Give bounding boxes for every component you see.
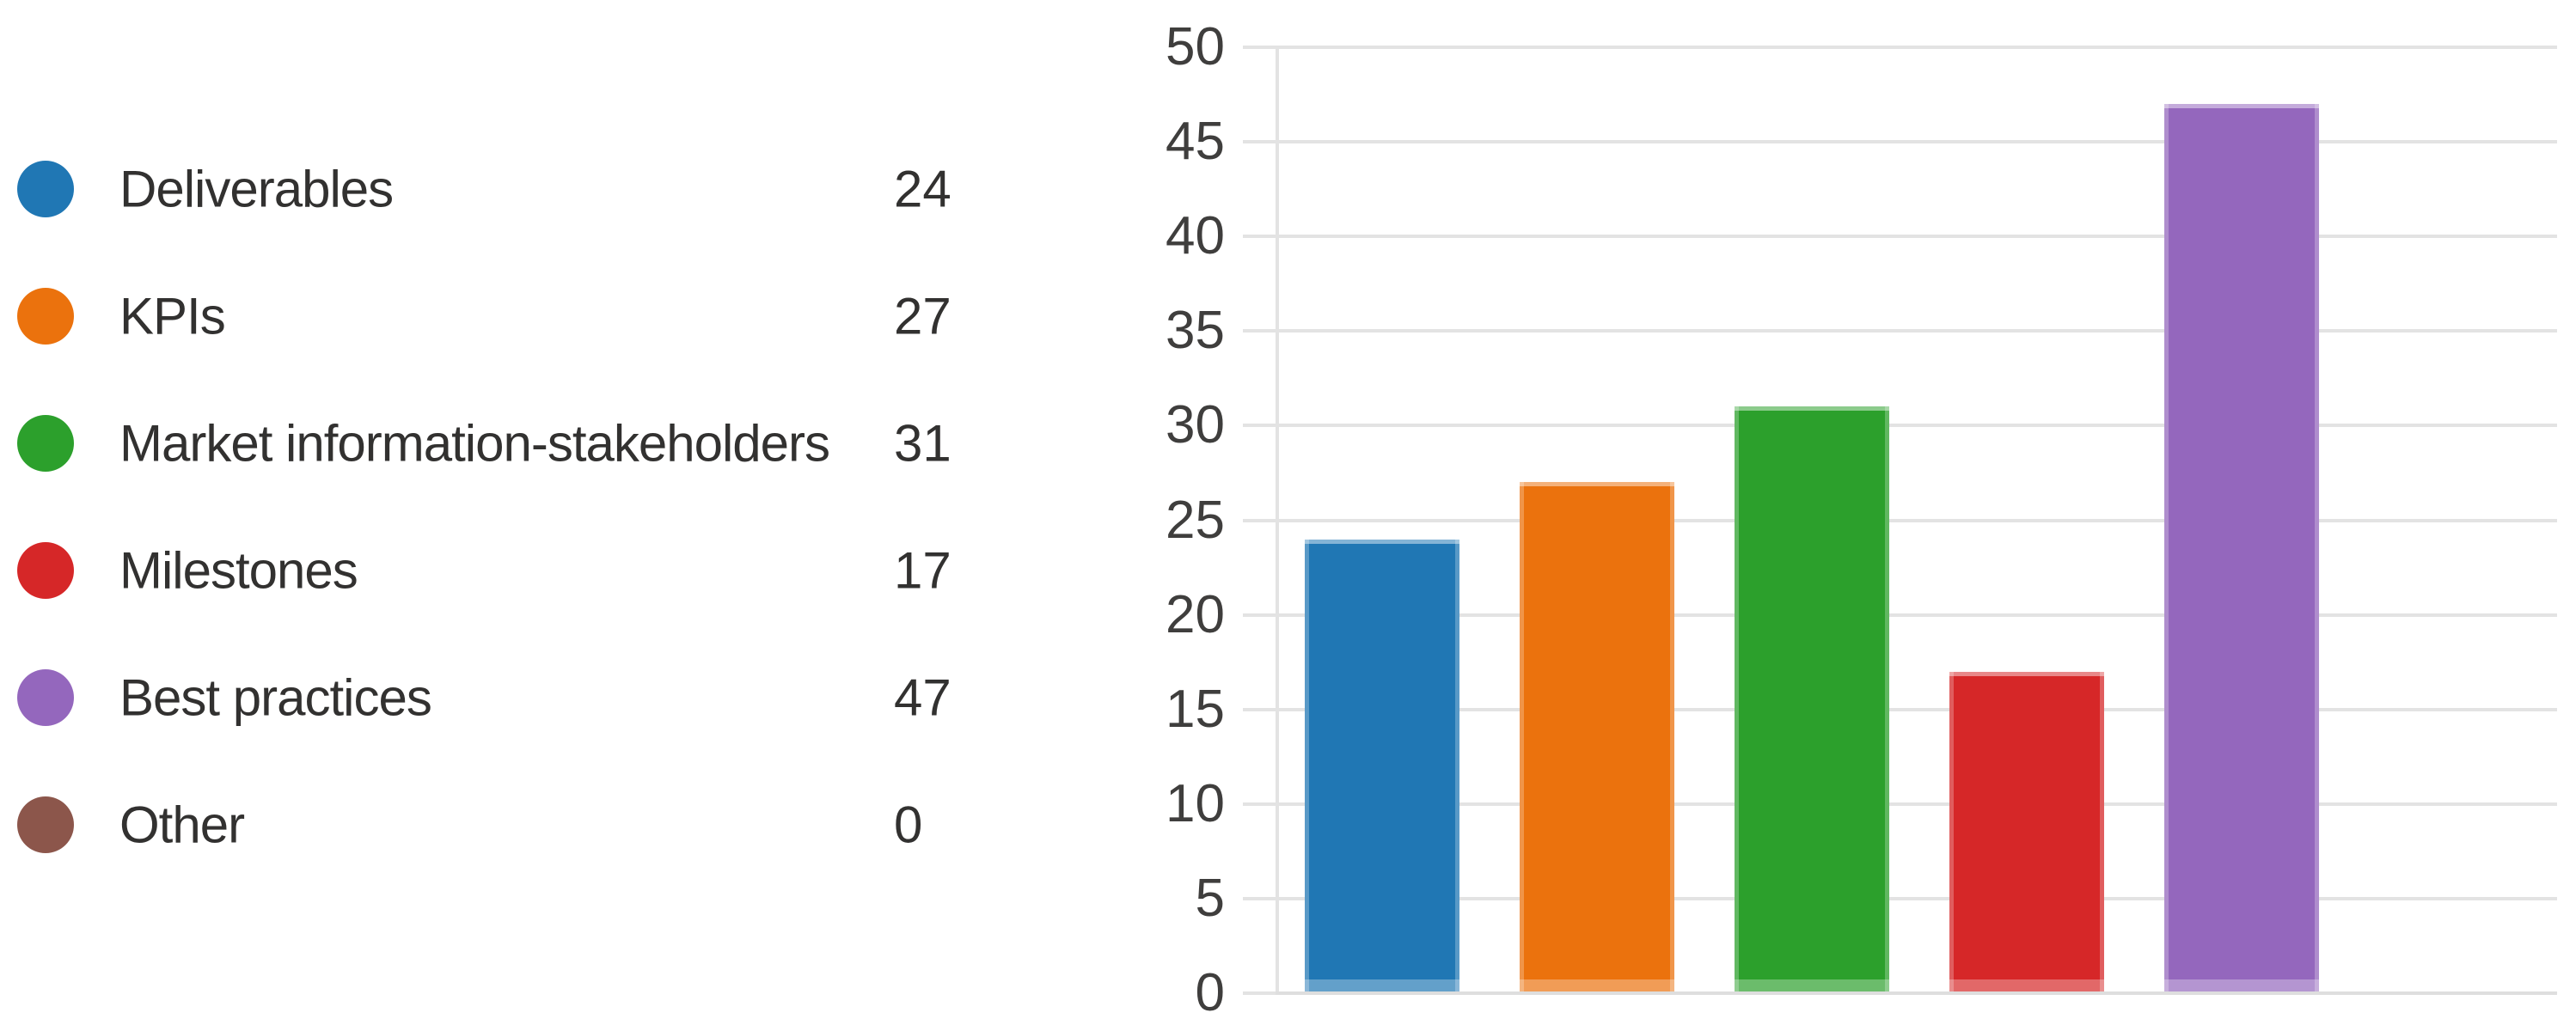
y-axis-tick-mark (1243, 518, 1276, 522)
x-axis-baseline (1276, 991, 2557, 995)
bar-milestones (1949, 672, 2104, 993)
bar-deliverables (1305, 540, 1459, 993)
gridline (1276, 518, 2557, 522)
gridline (1276, 329, 2557, 333)
y-axis-tick-mark (1243, 140, 1276, 144)
gridline (1276, 613, 2557, 617)
y-axis-tick-label: 15 (1166, 679, 1225, 739)
y-axis-tick-label: 20 (1166, 584, 1225, 644)
y-axis-tick-mark (1243, 329, 1276, 333)
bar-bottom-highlight (1735, 979, 1889, 993)
legend-color-dot-icon (17, 669, 74, 726)
legend-item-label: Other (119, 796, 245, 854)
y-axis-tick-mark (1243, 235, 1276, 239)
y-axis-tick-label: 45 (1166, 112, 1225, 172)
legend-color-dot-icon (17, 415, 74, 472)
legend-item: Deliverables 24 (17, 160, 1014, 218)
legend-item-label: KPIs (119, 287, 226, 345)
y-axis-tick-label: 10 (1166, 773, 1225, 833)
y-axis-tick-label: 0 (1195, 963, 1225, 1022)
bar-market-information-stakeholders (1735, 406, 1889, 993)
y-axis-tick-mark (1243, 707, 1276, 711)
y-axis-tick-mark (1243, 802, 1276, 806)
y-axis-tick-label: 30 (1166, 395, 1225, 455)
bar-kpis (1520, 482, 1674, 993)
legend-color-dot-icon (17, 542, 74, 599)
gridline (1276, 707, 2557, 711)
bar-bottom-highlight (1305, 979, 1459, 993)
y-axis-tick-mark (1243, 991, 1276, 995)
bar-bottom-highlight (1520, 979, 1674, 993)
legend-color-dot-icon (17, 288, 74, 345)
gridline (1276, 140, 2557, 144)
bar-best-practices (2164, 104, 2319, 993)
legend: Deliverables 24 KPIs 27 Market information-s… (17, 0, 1014, 1031)
legend-item: Other 0 (17, 796, 1014, 854)
y-axis-tick-mark (1243, 424, 1276, 428)
gridline (1276, 235, 2557, 239)
legend-item: Best practices 47 (17, 668, 1014, 727)
bar-bottom-highlight (2164, 979, 2319, 993)
legend-color-dot-icon (17, 161, 74, 217)
legend-item-count: 47 (894, 668, 951, 727)
bar-chart-plot-area (1243, 46, 2557, 995)
legend-item-label: Milestones (119, 541, 358, 600)
legend-item: KPIs 27 (17, 288, 1014, 345)
legend-item-count: 0 (894, 796, 923, 854)
gridline (1276, 424, 2557, 428)
legend-item: Market information-stakeholders 31 (17, 414, 1014, 473)
bar-bottom-highlight (1949, 979, 2104, 993)
y-axis-tick-label: 5 (1195, 868, 1225, 928)
legend-item-label: Market information-stakeholders (119, 414, 830, 473)
legend-item-label: Best practices (119, 668, 432, 727)
gridline (1276, 802, 2557, 806)
y-axis-tick-label: 50 (1166, 17, 1225, 76)
legend-item: Milestones 17 (17, 541, 1014, 600)
legend-color-dot-icon (17, 796, 74, 853)
legend-item-count: 17 (894, 541, 951, 600)
y-axis-tick-mark (1243, 46, 1276, 49)
y-axis-tick-label: 25 (1166, 490, 1225, 550)
legend-item-count: 27 (894, 287, 951, 345)
y-axis-tick-mark (1243, 896, 1276, 900)
y-axis-tick-label: 35 (1166, 301, 1225, 361)
y-axis-tick-mark (1243, 613, 1276, 617)
legend-item-count: 31 (894, 414, 951, 473)
legend-item-label: Deliverables (119, 160, 394, 218)
gridline (1276, 46, 2557, 49)
legend-item-count: 24 (894, 160, 951, 218)
y-axis-tick-label: 40 (1166, 206, 1225, 266)
gridline (1276, 896, 2557, 900)
